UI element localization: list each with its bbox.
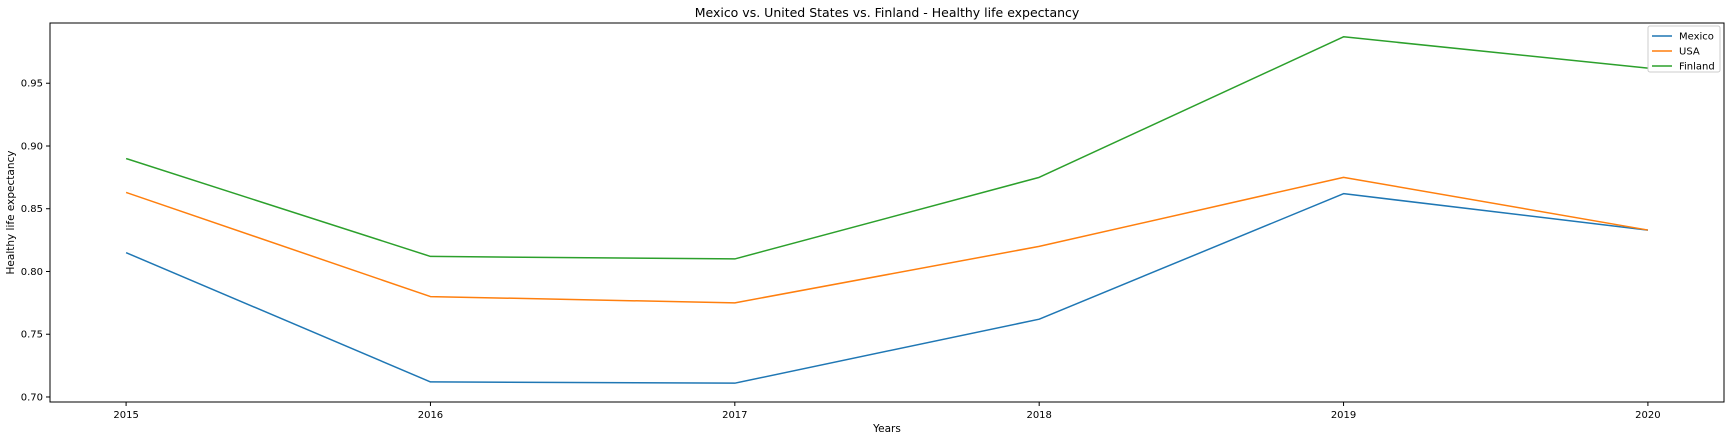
y-tick-label: 0.95 (21, 79, 43, 90)
series-line-usa (125, 176, 1649, 304)
chart-title: Mexico vs. United States vs. Finland - H… (695, 5, 1080, 20)
y-axis: 0.70 0.75 0.80 0.85 0.90 0.95 (21, 79, 50, 403)
series-line-mexico (125, 192, 1648, 384)
y-tick-label: 0.75 (21, 330, 43, 341)
series-layer (125, 36, 1649, 384)
x-tick-label: 2016 (418, 410, 443, 421)
series-line-finland (125, 36, 1648, 260)
x-axis: 2015 2016 2017 2018 2019 2020 (113, 402, 1661, 421)
x-tick-label: 2018 (1026, 410, 1051, 421)
x-tick-label: 2019 (1331, 410, 1356, 421)
legend: Mexico USA Finland (1647, 25, 1721, 73)
legend-label-finland: Finland (1679, 62, 1715, 73)
y-tick-label: 0.90 (21, 141, 43, 152)
plot-area-frame (49, 22, 1725, 403)
x-tick-label: 2015 (113, 410, 138, 421)
legend-box (1647, 25, 1721, 73)
legend-label-usa: USA (1679, 47, 1700, 58)
y-tick-label: 0.80 (21, 267, 43, 278)
legend-label-mexico: Mexico (1679, 32, 1714, 43)
x-tick-label: 2017 (722, 410, 747, 421)
x-axis-title: Years (872, 423, 901, 435)
x-tick-label: 2020 (1635, 410, 1660, 421)
y-tick-label: 0.85 (21, 204, 43, 215)
y-tick-label: 0.70 (21, 392, 43, 403)
y-axis-title: Healthy life expectancy (5, 151, 17, 275)
